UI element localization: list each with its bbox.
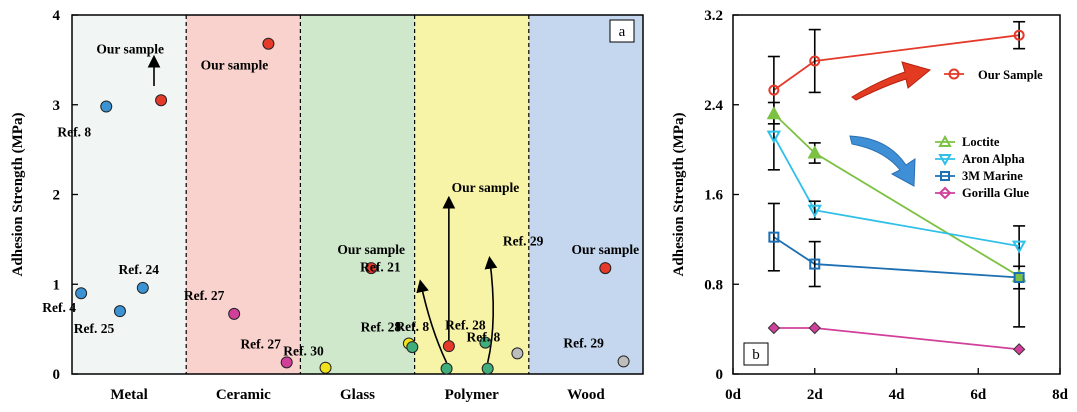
x-tick-label: 0d [725, 387, 742, 403]
polymer-arrow-curve-left [416, 279, 448, 363]
data-point [406, 341, 419, 354]
point-label: Ref. 24 [119, 262, 160, 277]
legend-label: Our Sample [978, 68, 1043, 82]
marker-square [768, 231, 780, 243]
data-point [75, 287, 88, 300]
point-label: Ref. 29 [563, 335, 604, 350]
marker-diamond [1012, 343, 1026, 356]
category-label-ceramic: Ceramic [216, 387, 271, 403]
marker-diamond [767, 321, 781, 335]
y-tick-label: 2.4 [704, 98, 723, 114]
polymer-arrow-curve-right [484, 255, 498, 363]
panel-label-box [609, 19, 635, 43]
data-point [136, 281, 149, 294]
legend-label: 3M Marine [962, 169, 1023, 183]
y-tick-label: 2 [53, 188, 61, 204]
y-axis-label-b: Adhesion Strength (MPa) [671, 113, 687, 277]
marker-diamond [938, 186, 952, 200]
legend-label: Gorilla Glue [962, 186, 1029, 200]
region-metal [72, 15, 187, 374]
point-label: Ref. 8 [57, 125, 91, 140]
blue-down-arrow [849, 135, 916, 187]
data-point [479, 336, 492, 349]
marker-square [940, 171, 950, 181]
point-label: Our sample [201, 58, 269, 73]
marker-circle [1013, 29, 1025, 41]
marker-triangle-up [807, 145, 822, 159]
category-label-metal: Metal [110, 387, 147, 403]
point-label: Ref. 25 [74, 321, 115, 336]
y-tick-label: 0 [53, 367, 61, 383]
data-point [100, 100, 113, 113]
category-label-glass: Glass [340, 387, 375, 403]
y-tick-label: 3 [53, 98, 61, 114]
legend-label: Aron Alpha [962, 152, 1025, 166]
data-point [511, 347, 524, 360]
data-point [365, 262, 378, 275]
marker-triangle-up [938, 134, 952, 147]
red-up-arrow [851, 61, 932, 101]
marker-square [809, 258, 821, 270]
y-tick-label: 4 [53, 8, 61, 24]
point-label: Our sample [337, 242, 405, 257]
marker-triangle-up [1011, 268, 1027, 282]
panel-label-box-b [743, 342, 769, 366]
marker-circle [768, 84, 780, 96]
legend-label: Loctite [962, 135, 1000, 149]
marker-diamond [808, 321, 821, 335]
region-polymer [414, 15, 529, 374]
marker-triangle-up [766, 106, 782, 120]
marker-triangle-down [766, 130, 782, 144]
point-label: Ref. 30 [283, 344, 324, 359]
region-ceramic [186, 15, 301, 374]
annotation-label: Our sample [96, 42, 164, 57]
x-tick-label: 4d [889, 387, 906, 403]
region-glass [300, 15, 415, 374]
data-point [599, 262, 612, 275]
series-3m-marine [767, 202, 1026, 290]
data-point [440, 362, 453, 375]
data-point [442, 340, 455, 353]
marker-triangle-down [1011, 240, 1027, 254]
y-tick-label: 0.8 [704, 277, 723, 293]
point-label: Ref. 28 [361, 319, 402, 334]
point-label: Our sample [571, 242, 639, 257]
y-tick-label: 1.6 [704, 188, 723, 204]
annotation-label: Our sample [452, 180, 520, 195]
data-point [155, 94, 168, 107]
region-wood [528, 15, 643, 374]
marker-circle [809, 55, 821, 67]
data-point [113, 305, 126, 318]
x-tick-label: 2d [807, 387, 824, 403]
y-axis-label: Adhesion Strength (MPa) [10, 113, 26, 277]
y-tick-label: 0 [716, 367, 724, 383]
panel-label-b: b [752, 347, 760, 363]
data-point [262, 37, 275, 50]
point-label: Ref. 28 [445, 318, 486, 333]
data-point [319, 361, 332, 374]
point-label: Ref. 8 [395, 319, 429, 334]
y-tick-label: 3.2 [704, 8, 723, 24]
point-label: Ref. 4 [42, 300, 76, 315]
data-point [280, 356, 293, 369]
marker-square [1013, 272, 1025, 284]
marker-triangle-down [938, 154, 952, 167]
data-point [617, 355, 630, 368]
chart-a: 0 1 2 3 4 Adhesion Strength (MPa) Metal Ceramic… [10, 8, 644, 403]
annotation-label: Ref. 21 [360, 260, 401, 275]
y-tick-label: 1 [53, 277, 61, 293]
category-label-wood: Wood [567, 387, 605, 403]
marker-triangle-down [807, 204, 822, 218]
annotation-label: Ref. 29 [503, 234, 544, 249]
category-label-polymer: Polymer [445, 387, 499, 403]
x-tick-label: 6d [970, 387, 987, 403]
x-tick-label: 8d [1052, 387, 1069, 403]
point-label: Ref. 8 [467, 329, 501, 344]
data-point [481, 362, 494, 375]
panel-label: a [619, 24, 626, 40]
data-point [228, 307, 241, 320]
point-label: Ref. 27 [184, 288, 225, 303]
point-label: Ref. 27 [240, 336, 281, 351]
